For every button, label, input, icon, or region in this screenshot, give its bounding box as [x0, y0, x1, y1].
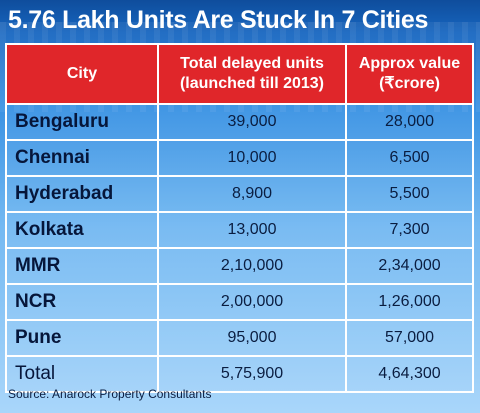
table-row-ncr: NCR 2,00,000 1,26,000	[5, 283, 474, 321]
table-row-hyderabad: Hyderabad 8,900 5,500	[5, 175, 474, 213]
column-header-units-line1: Total delayed units	[180, 55, 324, 72]
chart-title: 5.76 Lakh Units Are Stuck In 7 Cities	[8, 6, 429, 34]
column-header-value: Approx value (₹crore)	[345, 43, 474, 105]
city-cell: Kolkata	[5, 211, 159, 249]
data-table: City Total delayed units (launched till …	[5, 43, 474, 393]
value-cell: 4,64,300	[345, 355, 474, 393]
table-row-pune: Pune 95,000 57,000	[5, 319, 474, 357]
table-row-mmr: MMR 2,10,000 2,34,000	[5, 247, 474, 285]
column-header-units-line2: (launched till 2013)	[179, 75, 325, 92]
units-cell: 8,900	[157, 175, 347, 213]
source-note: Source: Anarock Property Consultants	[8, 387, 212, 401]
value-cell: 57,000	[345, 319, 474, 357]
column-header-value-line1: Approx value	[358, 55, 461, 72]
city-cell: Total	[5, 355, 159, 393]
city-cell: Pune	[5, 319, 159, 357]
value-cell: 28,000	[345, 103, 474, 141]
column-header-value-line2: (₹crore)	[379, 75, 440, 92]
value-cell: 6,500	[345, 139, 474, 177]
table-row-kolkata: Kolkata 13,000 7,300	[5, 211, 474, 249]
table-row-chennai: Chennai 10,000 6,500	[5, 139, 474, 177]
units-cell: 2,00,000	[157, 283, 347, 321]
units-cell: 95,000	[157, 319, 347, 357]
city-cell: Chennai	[5, 139, 159, 177]
value-cell: 5,500	[345, 175, 474, 213]
units-cell: 2,10,000	[157, 247, 347, 285]
table-row-total: Total 5,75,900 4,64,300	[5, 355, 474, 393]
column-header-city-label: City	[66, 65, 98, 82]
units-cell: 5,75,900	[157, 355, 347, 393]
units-cell: 10,000	[157, 139, 347, 177]
value-cell: 1,26,000	[345, 283, 474, 321]
column-header-city: City	[5, 43, 159, 105]
city-cell: Hyderabad	[5, 175, 159, 213]
value-cell: 2,34,000	[345, 247, 474, 285]
value-cell: 7,300	[345, 211, 474, 249]
units-cell: 13,000	[157, 211, 347, 249]
city-cell: MMR	[5, 247, 159, 285]
units-cell: 39,000	[157, 103, 347, 141]
column-header-units: Total delayed units (launched till 2013)	[157, 43, 347, 105]
table-row-bengaluru: Bengaluru 39,000 28,000	[5, 103, 474, 141]
city-cell: Bengaluru	[5, 103, 159, 141]
header-row: City Total delayed units (launched till …	[5, 43, 474, 105]
city-cell: NCR	[5, 283, 159, 321]
